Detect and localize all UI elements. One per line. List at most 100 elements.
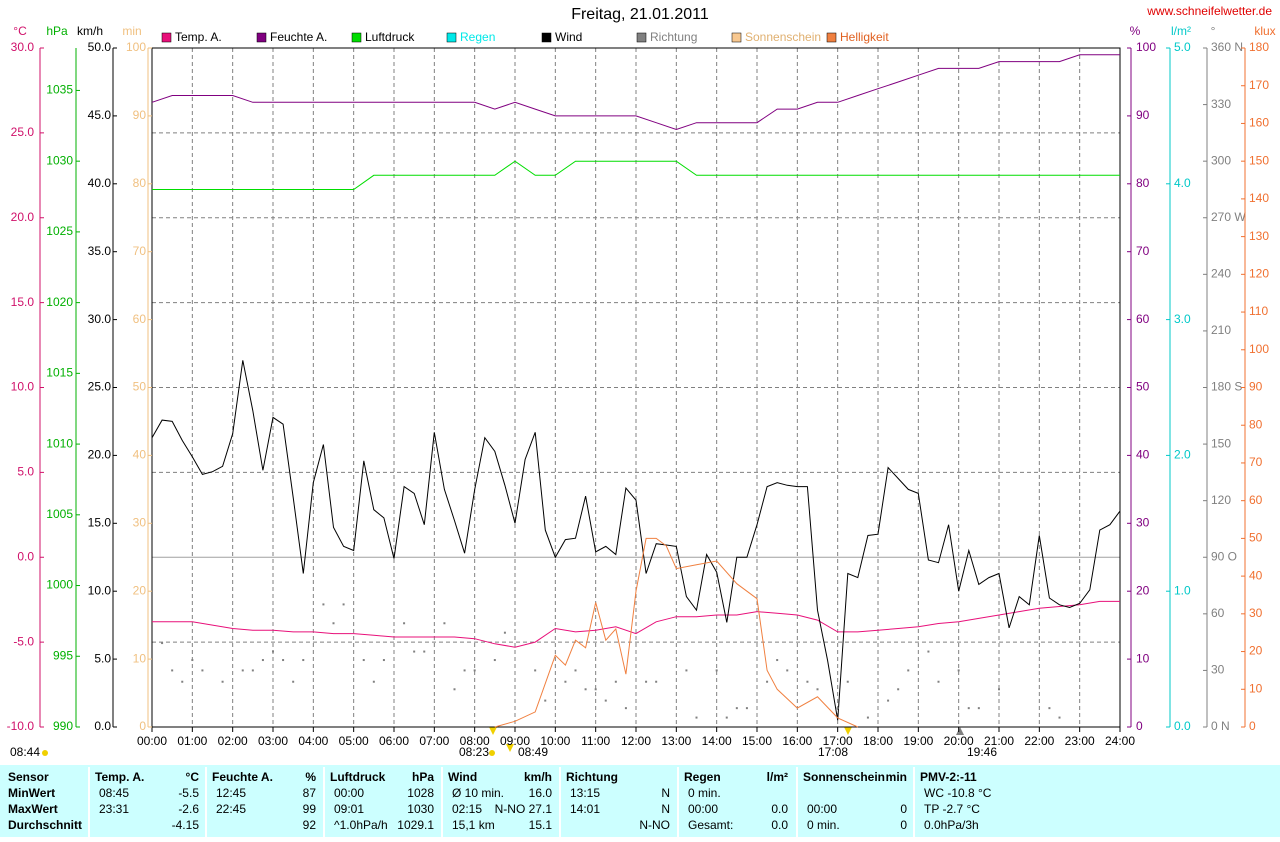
- legend-label: Luftdruck: [365, 30, 415, 44]
- direction-dot: [322, 603, 325, 606]
- y-tick-label: 10: [133, 651, 147, 665]
- cell: N: [661, 802, 670, 816]
- cell: N-NO 27.1: [495, 802, 553, 816]
- cell: 0: [900, 802, 907, 816]
- cell: 99: [303, 802, 317, 816]
- y-tick-label: 70: [1249, 455, 1263, 469]
- annotation: 19:46: [967, 745, 997, 759]
- y-tick-label: 2.0: [1174, 448, 1191, 462]
- group-header: PMV-2:-11: [920, 770, 977, 784]
- direction-dot: [695, 716, 698, 719]
- legend-swatch: [826, 32, 837, 43]
- y-tick-label: 995: [53, 648, 73, 662]
- direction-dot: [725, 716, 728, 719]
- direction-dot: [594, 688, 597, 691]
- cell: TP -2.7 °C: [924, 802, 980, 816]
- row-label: MinWert: [8, 786, 55, 800]
- group-header: Wind: [448, 770, 477, 784]
- x-tick-label: 24:00: [1105, 734, 1135, 748]
- legend-swatch: [541, 32, 552, 43]
- row-label: Sensor: [8, 770, 49, 784]
- group-header: Temp. A.: [95, 770, 144, 784]
- direction-dot: [534, 669, 537, 672]
- direction-dot: [382, 659, 385, 662]
- annotation: 08:23: [459, 745, 489, 759]
- legend-swatch: [256, 32, 267, 43]
- legend-label: Sonnenschein: [745, 30, 821, 44]
- y-tick-label: 270 W: [1211, 210, 1246, 224]
- direction-dot: [645, 680, 648, 683]
- legend-label: Regen: [460, 30, 495, 44]
- x-tick-label: 20:00: [944, 734, 974, 748]
- y-tick-label: 10.0: [88, 583, 112, 597]
- legend-label: Temp. A.: [175, 30, 222, 44]
- y-tick-label: 40: [1249, 568, 1263, 582]
- cell: 00:00: [334, 786, 364, 800]
- direction-dot: [443, 622, 446, 625]
- direction-dot: [624, 707, 627, 710]
- direction-dot: [503, 631, 506, 634]
- y-tick-label: 40: [1136, 448, 1150, 462]
- group-unit: hPa: [412, 770, 434, 784]
- y-tick-label: 990: [53, 719, 73, 733]
- y-tick-label: 50: [1249, 531, 1263, 545]
- y-tick-label: 40: [133, 448, 147, 462]
- x-tick-label: 06:00: [379, 734, 409, 748]
- y-tick-label: 0: [139, 719, 146, 733]
- cell: 1029.1: [397, 818, 434, 832]
- x-tick-label: 05:00: [339, 734, 369, 748]
- axis-unit: l/m²: [1171, 24, 1191, 38]
- y-tick-label: 360 N: [1211, 40, 1243, 54]
- x-tick-label: 16:00: [782, 734, 812, 748]
- x-tick-label: 17:00: [823, 734, 853, 748]
- axis-unit: klux: [1254, 24, 1275, 38]
- x-tick-label: 21:00: [984, 734, 1014, 748]
- cell: 08:45: [99, 786, 129, 800]
- direction-dot: [967, 707, 970, 710]
- cell: 87: [303, 786, 317, 800]
- y-tick-label: 90: [1249, 380, 1263, 394]
- direction-dot: [655, 680, 658, 683]
- y-tick-label: 60: [1136, 312, 1150, 326]
- y-tick-label: -10.0: [7, 719, 35, 733]
- y-tick-label: 120: [1249, 267, 1269, 281]
- y-tick-label: 35.0: [88, 244, 112, 258]
- direction-dot: [171, 669, 174, 672]
- direction-dot: [261, 659, 264, 662]
- sun-icon: [489, 750, 495, 756]
- y-tick-label: 0: [1249, 719, 1256, 733]
- y-tick-label: 30.0: [88, 312, 112, 326]
- direction-dot: [463, 669, 466, 672]
- series-line: [152, 160, 1120, 190]
- x-tick-label: 00:00: [137, 734, 167, 748]
- cell: 23:31: [99, 802, 129, 816]
- y-tick-label: 170: [1249, 78, 1269, 92]
- cell: N: [661, 786, 670, 800]
- y-tick-label: 40.0: [88, 176, 112, 190]
- direction-dot: [332, 622, 335, 625]
- marker: [844, 727, 852, 735]
- y-tick-label: 5.0: [17, 465, 34, 479]
- x-tick-label: 18:00: [863, 734, 893, 748]
- y-tick-label: 90 O: [1211, 549, 1237, 563]
- x-tick-label: 22:00: [1024, 734, 1054, 748]
- y-tick-label: 140: [1249, 191, 1269, 205]
- legend-swatch: [731, 32, 742, 43]
- y-tick-label: 80: [133, 176, 147, 190]
- direction-dot: [897, 688, 900, 691]
- y-tick-label: 30: [133, 515, 147, 529]
- direction-dot: [292, 680, 295, 683]
- direction-dot: [362, 659, 365, 662]
- direction-dot: [181, 680, 184, 683]
- y-tick-label: 10: [1136, 651, 1150, 665]
- y-tick-label: 120: [1211, 493, 1231, 507]
- y-tick-label: 1020: [46, 295, 73, 309]
- y-tick-label: 90: [133, 108, 147, 122]
- y-tick-label: 1010: [46, 436, 73, 450]
- y-tick-label: 1035: [46, 83, 73, 97]
- direction-dot: [584, 688, 587, 691]
- direction-dot: [806, 680, 809, 683]
- y-tick-label: 210: [1211, 323, 1231, 337]
- series-line: [151, 360, 1121, 721]
- sun-icon: [42, 750, 48, 756]
